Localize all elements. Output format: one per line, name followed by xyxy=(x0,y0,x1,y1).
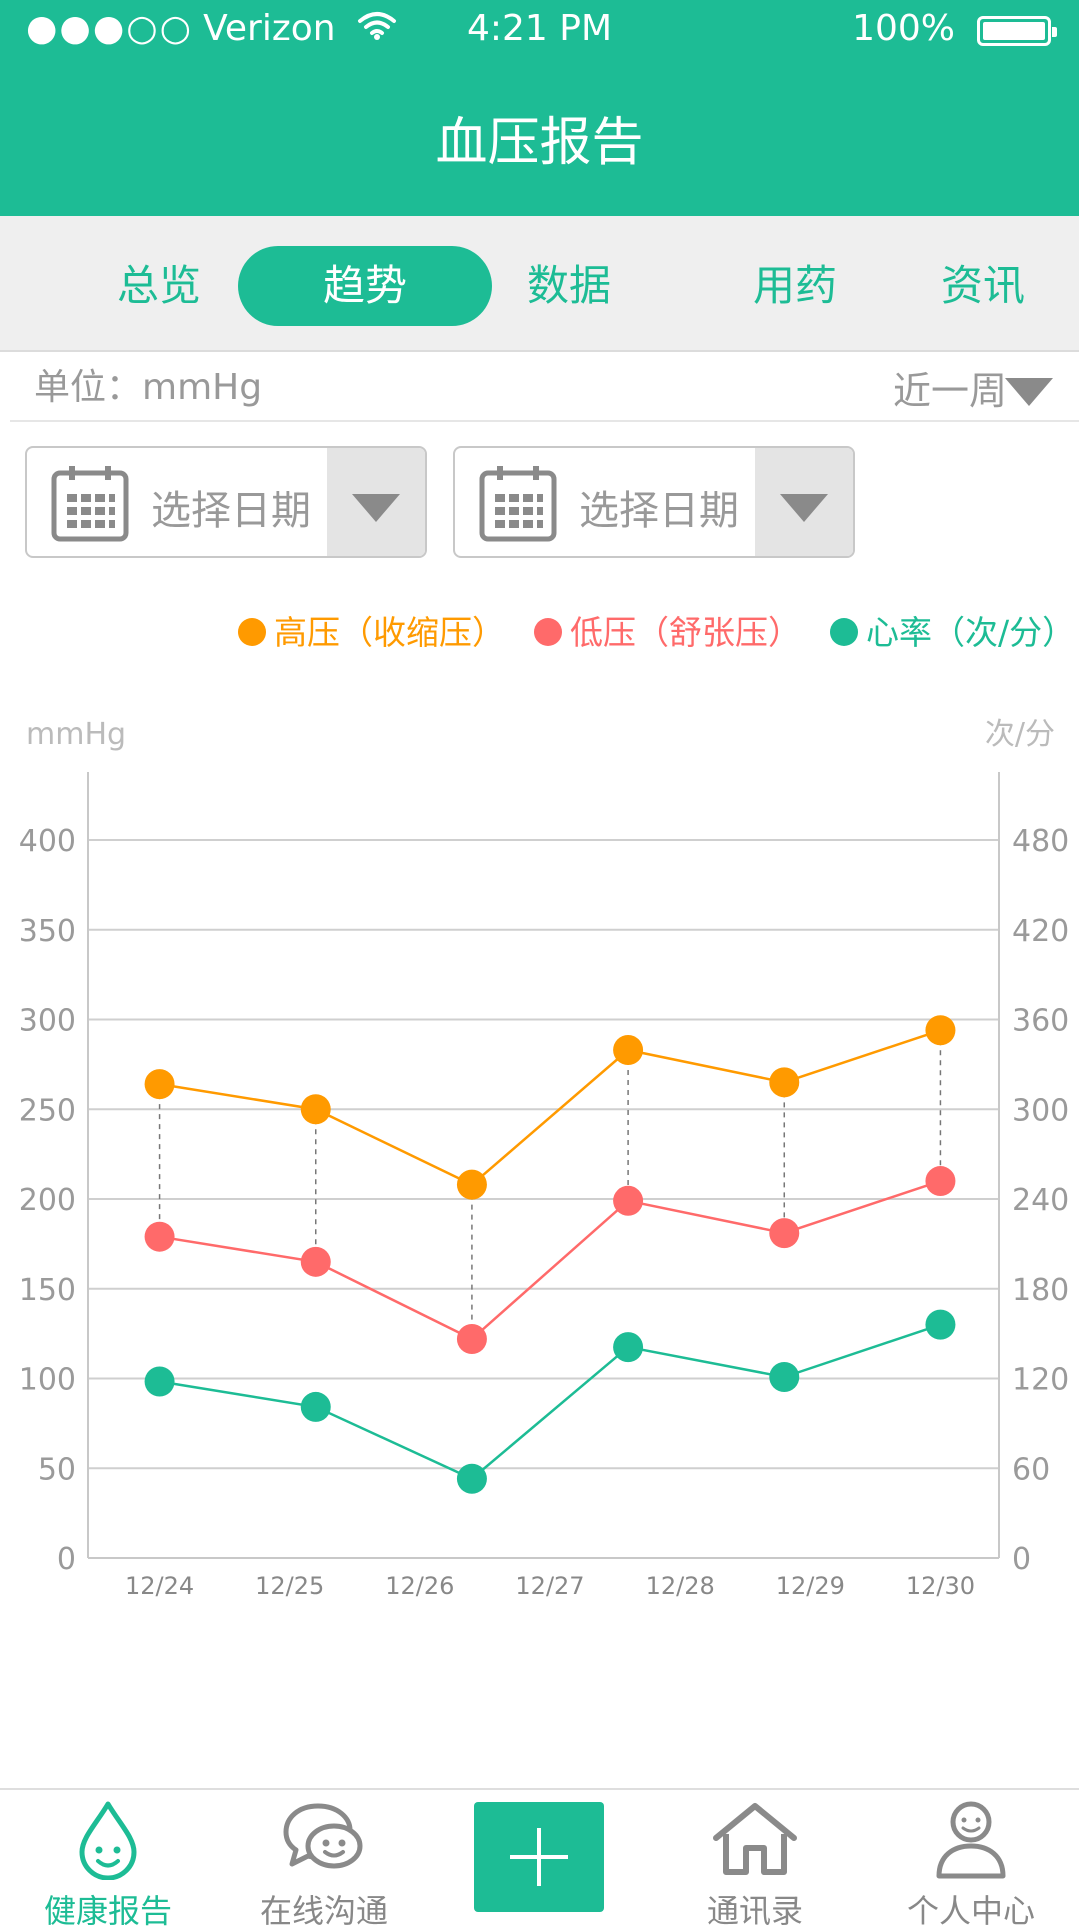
end-date-placeholder: 选择日期 xyxy=(579,488,739,534)
nav-label: 通讯录 xyxy=(706,1892,803,1930)
bottom-nav: 健康报告 在线沟通 通讯录 个人中心 xyxy=(0,1788,1079,1930)
drop-face-icon xyxy=(79,1801,137,1880)
series-line-2 xyxy=(159,1323,941,1481)
tab-medication[interactable]: 用药 xyxy=(752,261,837,310)
tab-overview[interactable]: 总览 xyxy=(116,261,201,310)
legend-systolic: 高压（收缩压） xyxy=(238,606,505,654)
app-header: ●●●○○ Verizon 4:21 PM 100% 血压报告 xyxy=(0,0,1079,216)
left-axis-title: mmHg xyxy=(26,717,126,752)
tab-trend[interactable]: 趋势 xyxy=(238,246,492,326)
unit-row: 单位：mmHg 近一周 xyxy=(10,352,1079,422)
right-tick-label: 180 xyxy=(1012,1273,1069,1308)
wifi-icon xyxy=(358,12,397,40)
x-tick-label: 12/24 xyxy=(125,1572,194,1600)
calendar-icon xyxy=(479,466,557,542)
data-point xyxy=(769,1218,800,1249)
left-tick-label: 350 xyxy=(19,914,76,949)
caret-down-icon xyxy=(780,494,828,522)
right-tick-label: 240 xyxy=(1012,1183,1069,1218)
carrier-info: ●●●○○ Verizon xyxy=(26,8,397,49)
data-point xyxy=(925,1166,956,1197)
tab-data[interactable]: 数据 xyxy=(526,261,611,310)
left-tick-label: 0 xyxy=(57,1542,76,1577)
nav-online-chat[interactable]: 在线沟通 xyxy=(216,1790,432,1930)
data-point xyxy=(300,1094,331,1125)
x-tick-label: 12/28 xyxy=(646,1572,715,1600)
right-tick-label: 480 xyxy=(1012,824,1069,859)
start-date-placeholder: 选择日期 xyxy=(151,488,311,534)
battery-icon xyxy=(977,16,1057,46)
left-tick-label: 250 xyxy=(19,1093,76,1128)
nav-profile[interactable]: 个人中心 xyxy=(863,1790,1079,1930)
data-point xyxy=(613,1185,644,1216)
caret-down-icon[interactable] xyxy=(1005,378,1053,406)
chat-bubbles-icon xyxy=(283,1803,363,1869)
data-point xyxy=(613,1035,644,1066)
nav-label: 在线沟通 xyxy=(259,1892,388,1930)
left-tick-label: 400 xyxy=(19,824,76,859)
status-time: 4:21 PM xyxy=(466,8,613,49)
person-icon xyxy=(936,1801,1006,1879)
nav-contacts[interactable]: 通讯录 xyxy=(647,1790,863,1930)
x-tick-label: 12/25 xyxy=(255,1572,324,1600)
range-selector[interactable]: 近一周 xyxy=(892,369,1007,413)
left-tick-label: 100 xyxy=(19,1363,76,1398)
add-record-button[interactable] xyxy=(474,1802,604,1912)
series-line-0 xyxy=(159,1029,941,1187)
battery-percent: 100% xyxy=(852,8,955,49)
data-point xyxy=(925,1015,956,1046)
nav-label: 健康报告 xyxy=(43,1892,172,1930)
data-point xyxy=(925,1309,956,1340)
right-tick-label: 120 xyxy=(1012,1363,1069,1398)
series-line-1 xyxy=(159,1179,941,1341)
start-date-picker[interactable]: 选择日期 xyxy=(25,446,427,558)
left-tick-label: 50 xyxy=(38,1452,76,1487)
data-point xyxy=(456,1169,487,1200)
page-title: 血压报告 xyxy=(435,113,644,173)
signal-strength: ●●●○○ xyxy=(26,8,194,49)
caret-down-icon xyxy=(352,494,400,522)
start-date-dropdown[interactable] xyxy=(327,448,425,556)
data-point xyxy=(300,1391,331,1422)
data-point xyxy=(613,1332,644,1363)
x-tick-label: 12/27 xyxy=(515,1572,584,1600)
data-point xyxy=(456,1463,487,1494)
left-tick-label: 200 xyxy=(19,1183,76,1218)
house-icon xyxy=(713,1803,797,1875)
blood-pressure-chart: mmHg 次/分 0 0 50 60 100 120 150 180 200 240 250 300 300… xyxy=(19,717,1070,1600)
x-tick-label: 12/29 xyxy=(776,1572,845,1600)
right-axis-title: 次/分 xyxy=(985,717,1055,752)
data-point xyxy=(769,1362,800,1393)
right-tick-label: 360 xyxy=(1012,1004,1069,1039)
unit-label: 单位：mmHg xyxy=(34,367,263,408)
right-tick-label: 0 xyxy=(1012,1542,1031,1577)
data-point xyxy=(456,1324,487,1355)
plus-icon xyxy=(510,1828,568,1886)
carrier-name: Verizon xyxy=(203,8,336,49)
data-point xyxy=(144,1366,175,1397)
nav-label: 个人中心 xyxy=(906,1892,1035,1930)
x-tick-label: 12/30 xyxy=(906,1572,975,1600)
tab-bar: 总览 趋势 数据 用药 资讯 xyxy=(0,216,1079,352)
right-tick-label: 60 xyxy=(1012,1452,1050,1487)
tab-news[interactable]: 资讯 xyxy=(940,261,1025,310)
status-bar: ●●●○○ Verizon 4:21 PM 100% xyxy=(0,0,1079,62)
legend-diastolic: 低压（舒张压） xyxy=(534,606,801,654)
calendar-icon xyxy=(51,466,129,542)
x-tick-label: 12/26 xyxy=(385,1572,454,1600)
data-point xyxy=(769,1067,800,1098)
data-point xyxy=(144,1069,175,1100)
end-date-picker[interactable]: 选择日期 xyxy=(453,446,855,558)
legend-heart-rate: 心率（次/分） xyxy=(830,606,1075,654)
end-date-dropdown[interactable] xyxy=(755,448,853,556)
data-point xyxy=(144,1221,175,1252)
right-tick-label: 420 xyxy=(1012,914,1069,949)
left-tick-label: 150 xyxy=(19,1273,76,1308)
left-tick-label: 300 xyxy=(19,1004,76,1039)
nav-health-report[interactable]: 健康报告 xyxy=(0,1790,216,1930)
right-tick-label: 300 xyxy=(1012,1093,1069,1128)
data-point xyxy=(300,1246,331,1277)
